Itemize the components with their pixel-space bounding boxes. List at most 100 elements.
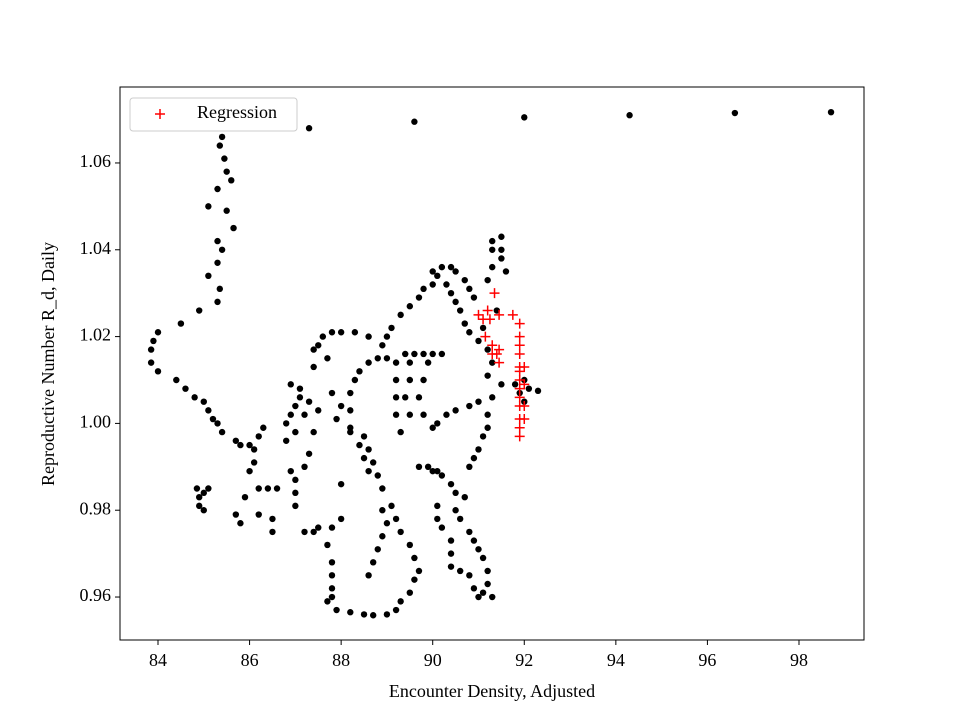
point bbox=[626, 112, 633, 119]
point bbox=[305, 398, 313, 405]
point bbox=[301, 463, 308, 471]
point bbox=[434, 515, 441, 523]
point bbox=[479, 554, 487, 562]
point bbox=[429, 424, 436, 431]
point bbox=[456, 307, 464, 314]
point bbox=[292, 502, 299, 510]
point bbox=[429, 467, 436, 475]
point bbox=[347, 407, 354, 414]
point bbox=[196, 493, 203, 501]
x-tick-label: 88 bbox=[332, 650, 350, 670]
x-tick-label: 94 bbox=[607, 650, 625, 670]
point bbox=[406, 541, 414, 549]
plus-point bbox=[514, 331, 525, 342]
point bbox=[502, 268, 510, 275]
point bbox=[484, 346, 491, 353]
plus-point bbox=[473, 309, 484, 320]
point bbox=[214, 259, 221, 266]
point bbox=[218, 133, 226, 141]
point bbox=[466, 402, 473, 410]
point bbox=[369, 612, 377, 619]
point bbox=[397, 528, 404, 536]
point bbox=[475, 546, 482, 553]
point bbox=[200, 507, 207, 514]
plus-point bbox=[514, 366, 525, 377]
point bbox=[255, 485, 262, 492]
point bbox=[731, 109, 739, 117]
point bbox=[287, 411, 294, 418]
y-tick-label: 0.98 bbox=[80, 498, 112, 518]
x-tick-label: 98 bbox=[790, 650, 808, 670]
point bbox=[475, 446, 482, 453]
legend-label: Regression bbox=[197, 102, 277, 122]
x-tick-label: 86 bbox=[241, 650, 259, 670]
point bbox=[147, 359, 155, 366]
point bbox=[356, 368, 363, 375]
point bbox=[420, 376, 427, 384]
point bbox=[310, 346, 317, 353]
point bbox=[379, 533, 386, 540]
point bbox=[369, 459, 377, 466]
point bbox=[415, 463, 423, 471]
point bbox=[255, 433, 262, 440]
plus-point bbox=[514, 422, 525, 433]
plus-point bbox=[514, 392, 525, 403]
y-axis-label: Reproductive Number R_d, Daily bbox=[38, 242, 58, 486]
point bbox=[420, 285, 427, 293]
point bbox=[250, 446, 258, 453]
point bbox=[411, 554, 418, 562]
point bbox=[397, 311, 404, 319]
point bbox=[479, 433, 487, 440]
point bbox=[200, 489, 207, 497]
point bbox=[397, 598, 404, 605]
plus-point bbox=[514, 383, 525, 394]
point bbox=[470, 585, 478, 592]
point bbox=[360, 611, 368, 618]
point bbox=[214, 237, 221, 245]
point bbox=[173, 376, 180, 384]
point bbox=[434, 502, 441, 510]
y-tick-label: 1.02 bbox=[80, 325, 112, 345]
point bbox=[292, 476, 299, 484]
point bbox=[264, 485, 272, 492]
x-tick-label: 84 bbox=[149, 650, 167, 670]
point bbox=[406, 411, 414, 418]
point bbox=[489, 237, 496, 245]
point bbox=[315, 407, 322, 414]
point bbox=[479, 324, 487, 332]
plus-point bbox=[494, 309, 505, 320]
point bbox=[328, 559, 336, 566]
point bbox=[452, 298, 459, 306]
point bbox=[182, 385, 189, 392]
point bbox=[443, 411, 450, 418]
plus-point bbox=[487, 340, 498, 351]
point bbox=[489, 246, 496, 253]
point bbox=[205, 407, 212, 414]
plus-point bbox=[484, 314, 495, 325]
point bbox=[216, 285, 224, 293]
plus-point bbox=[519, 361, 530, 372]
point bbox=[438, 524, 446, 531]
point bbox=[250, 459, 258, 466]
point bbox=[392, 606, 400, 614]
point bbox=[429, 281, 436, 288]
plus-point bbox=[514, 340, 525, 351]
plot-frame bbox=[119, 86, 865, 641]
point bbox=[383, 333, 391, 340]
point bbox=[525, 385, 533, 392]
point bbox=[296, 394, 304, 401]
point bbox=[328, 389, 336, 397]
point bbox=[301, 528, 308, 536]
point bbox=[475, 593, 482, 601]
point bbox=[388, 324, 395, 332]
point bbox=[434, 272, 441, 280]
point bbox=[392, 359, 400, 366]
point bbox=[456, 567, 464, 575]
plus-point bbox=[494, 344, 505, 355]
point bbox=[498, 381, 505, 388]
plus-point bbox=[514, 318, 525, 329]
point bbox=[196, 502, 203, 510]
point bbox=[154, 368, 162, 375]
point bbox=[406, 589, 414, 596]
